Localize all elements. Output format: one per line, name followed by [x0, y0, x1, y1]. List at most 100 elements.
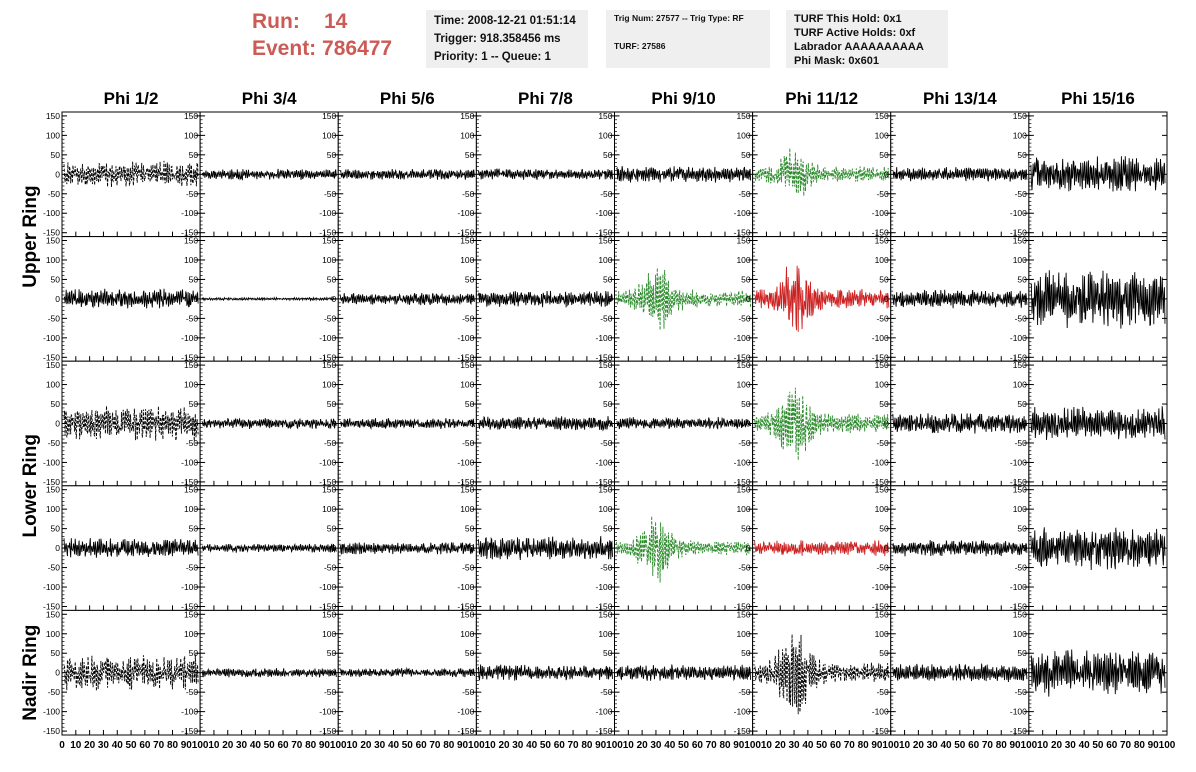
- ytick-label-r4-c4-6: 150: [460, 485, 474, 495]
- ytick-label-r2-c6-4: 50: [741, 274, 751, 284]
- ytick-label-r3-c1-5: 100: [46, 380, 60, 390]
- ytick-label-r1-c3-3: 0: [332, 169, 337, 179]
- waveform-r4-c4: [477, 536, 613, 561]
- xtick-label-c6-9: 100: [882, 740, 899, 751]
- ytick-label-r4-c6-6: 150: [736, 485, 750, 495]
- waveform-r1-c2: [201, 168, 337, 181]
- ytick-label-r4-c8-2: -50: [1015, 563, 1028, 573]
- ytick-label-r5-c2-3: 0: [193, 668, 198, 678]
- ytick-label-r3-c6-0: -150: [734, 477, 751, 487]
- ytick-label-r1-c1-6: 150: [46, 111, 60, 121]
- waveform-r4-c2: [201, 542, 337, 554]
- ytick-label-r5-c5-2: -50: [600, 687, 613, 697]
- ytick-label-r5-c2-6: 150: [184, 609, 198, 619]
- ytick-label-r2-c4-4: 50: [465, 274, 475, 284]
- ytick-label-r3-c6-1: -100: [734, 457, 751, 467]
- ytick-label-r1-c1-1: -100: [43, 208, 60, 218]
- ytick-label-r2-c7-3: 0: [884, 294, 889, 304]
- xtick-label-c1-6: 60: [139, 740, 151, 751]
- ytick-label-r1-c6-3: 0: [746, 169, 751, 179]
- ytick-label-r5-c2-2: -50: [186, 687, 199, 697]
- ytick-label-r5-c3-4: 50: [327, 648, 337, 658]
- ring-label-1: Upper Ring: [20, 185, 41, 287]
- ytick-label-r2-c5-1: -100: [595, 333, 612, 343]
- ytick-label-r2-c8-2: -50: [1015, 313, 1028, 323]
- xtick-label-c2-2: 30: [236, 740, 248, 751]
- ytick-label-r4-c6-3: 0: [746, 543, 751, 553]
- xtick-label-c4-2: 30: [512, 740, 524, 751]
- waveform-r2-c8: [1030, 270, 1166, 329]
- ytick-label-r3-c8-0: -150: [1010, 477, 1027, 487]
- xtick-label-c1-5: 50: [126, 740, 138, 751]
- ytick-label-r3-c2-0: -150: [181, 477, 198, 487]
- ytick-label-r4-c4-0: -150: [457, 602, 474, 612]
- xtick-label-c7-1: 20: [913, 740, 925, 751]
- ytick-label-r1-c7-6: 150: [875, 111, 889, 121]
- xtick-label-c5-7: 80: [719, 740, 731, 751]
- ytick-label-r5-c7-4: 50: [879, 648, 889, 658]
- ytick-label-r5-c3-2: -50: [324, 687, 337, 697]
- ytick-label-r3-c4-4: 50: [465, 399, 475, 409]
- ytick-label-r4-c3-6: 150: [322, 485, 336, 495]
- ytick-label-r3-c3-2: -50: [324, 438, 337, 448]
- ytick-label-r5-c5-3: 0: [608, 668, 613, 678]
- ytick-label-r4-c3-4: 50: [327, 524, 337, 534]
- waveform-r3-c7: [892, 413, 1028, 434]
- ytick-label-r3-c8-5: 100: [1013, 380, 1027, 390]
- column-header-4: Phi 7/8: [518, 89, 573, 108]
- xtick-label-c7-7: 80: [996, 740, 1008, 751]
- ytick-label-r3-c8-1: -100: [1010, 457, 1027, 467]
- ytick-label-r3-c1-2: -50: [48, 438, 61, 448]
- ytick-label-r2-c7-4: 50: [879, 274, 889, 284]
- ytick-label-r2-c7-0: -150: [872, 352, 889, 362]
- waveform-r2-c7: [892, 289, 1028, 309]
- ytick-label-r1-c4-3: 0: [470, 169, 475, 179]
- ytick-label-r2-c7-5: 100: [875, 255, 889, 265]
- xtick-label-c1-4: 40: [112, 740, 124, 751]
- ytick-label-r5-c6-2: -50: [738, 687, 751, 697]
- ytick-label-r5-c1-2: -50: [48, 687, 61, 697]
- xtick-label-c2-9: 100: [330, 740, 347, 751]
- ytick-label-r5-c7-0: -150: [872, 726, 889, 736]
- xtick-label-c5-1: 20: [637, 740, 649, 751]
- ytick-label-r4-c5-2: -50: [600, 563, 613, 573]
- ytick-label-r4-c2-4: 50: [189, 524, 199, 534]
- ytick-label-r2-c5-3: 0: [608, 294, 613, 304]
- waveform-r2-c6: [754, 265, 890, 332]
- xtick-label-c1-7: 70: [153, 740, 165, 751]
- ytick-label-r1-c4-5: 100: [460, 130, 474, 140]
- ytick-label-r1-c7-5: 100: [875, 130, 889, 140]
- ytick-label-r4-c2-1: -100: [181, 582, 198, 592]
- column-header-6: Phi 11/12: [785, 89, 858, 108]
- ytick-label-r3-c7-6: 150: [875, 360, 889, 370]
- ytick-label-r5-c3-5: 100: [322, 629, 336, 639]
- run-value: 14: [324, 10, 348, 33]
- column-header-5: Phi 9/10: [651, 89, 715, 108]
- ytick-label-r5-c7-5: 100: [875, 629, 889, 639]
- xtick-label-c1-10: 100: [192, 740, 209, 751]
- ytick-label-r2-c5-6: 150: [598, 235, 612, 245]
- ytick-label-r1-c4-6: 150: [460, 111, 474, 121]
- ytick-label-r1-c2-1: -100: [181, 208, 198, 218]
- ytick-label-r3-c7-4: 50: [879, 399, 889, 409]
- ytick-label-r3-c7-0: -150: [872, 477, 889, 487]
- ytick-label-r3-c3-1: -100: [319, 457, 336, 467]
- ytick-label-r4-c8-4: 50: [1017, 524, 1027, 534]
- ytick-label-r2-c3-0: -150: [319, 352, 336, 362]
- ytick-label-r3-c3-4: 50: [327, 399, 337, 409]
- ytick-label-r5-c7-3: 0: [884, 668, 889, 678]
- xtick-label-c8-1: 20: [1051, 740, 1063, 751]
- ytick-label-r4-c6-0: -150: [734, 602, 751, 612]
- xtick-label-c3-6: 70: [429, 740, 441, 751]
- waveform-r2-c4: [477, 290, 613, 308]
- ytick-label-r4-c6-4: 50: [741, 524, 751, 534]
- ytick-label-r5-c4-0: -150: [457, 726, 474, 736]
- ytick-label-r2-c3-4: 50: [327, 274, 337, 284]
- ytick-label-r5-c2-1: -100: [181, 707, 198, 717]
- ytick-label-r2-c2-0: -150: [181, 352, 198, 362]
- xtick-label-c1-1: 10: [70, 740, 82, 751]
- xtick-label-c4-5: 60: [554, 740, 566, 751]
- xtick-label-c7-2: 30: [927, 740, 939, 751]
- xtick-label-c3-9: 100: [468, 740, 485, 751]
- ytick-label-r2-c1-0: -150: [43, 352, 60, 362]
